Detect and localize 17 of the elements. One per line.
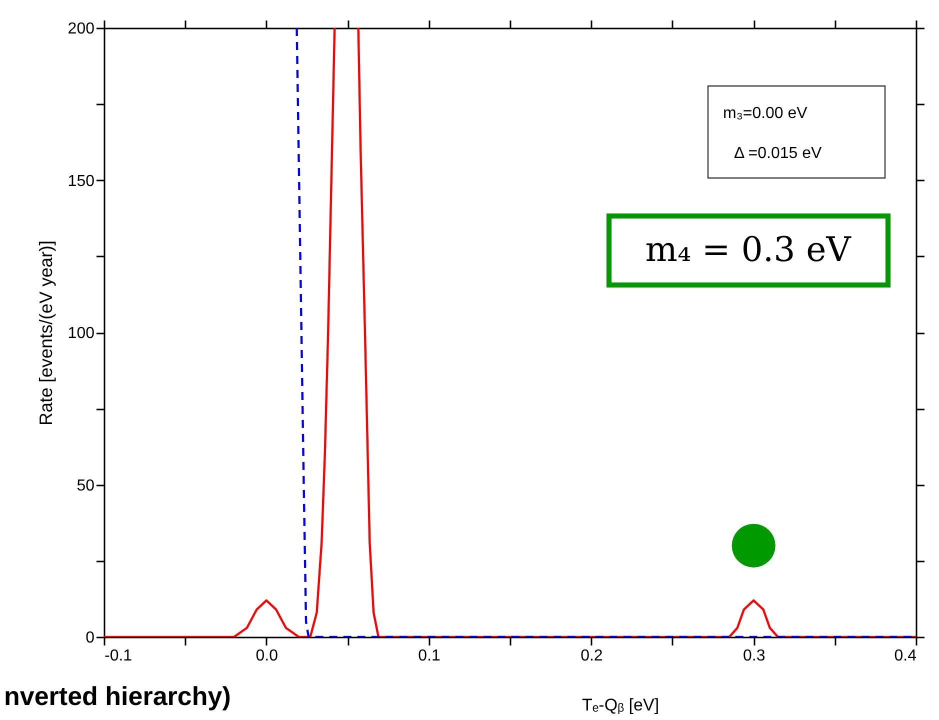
annotation: Δ =0.015 eV [734, 145, 822, 162]
x-tick-label: 0.1 [418, 648, 441, 664]
annotation: m₃=0.00 eV [723, 105, 808, 122]
x-tick-label: 0.4 [894, 648, 917, 664]
y-tick-label: 0 [86, 630, 95, 646]
y-tick-label: 50 [76, 477, 95, 494]
y-tick-label: 150 [68, 172, 95, 190]
text: nverted hierarchy) [4, 681, 231, 711]
x-tick-label: 0.0 [256, 648, 278, 664]
x-tick-label: 0.3 [742, 648, 766, 664]
y-tick-label: 200 [68, 20, 95, 38]
x-axis-title: Tₑ-Qᵦ [eV] [582, 696, 660, 714]
annotation: m₄ = 0.3 eV [645, 230, 852, 270]
x-tick-label: -0.1 [104, 648, 132, 664]
y-tick-label: 100 [68, 325, 95, 342]
y-axis-title: Rate [events/(eV year)] [36, 240, 56, 426]
x-tick-label: 0.2 [580, 648, 603, 664]
